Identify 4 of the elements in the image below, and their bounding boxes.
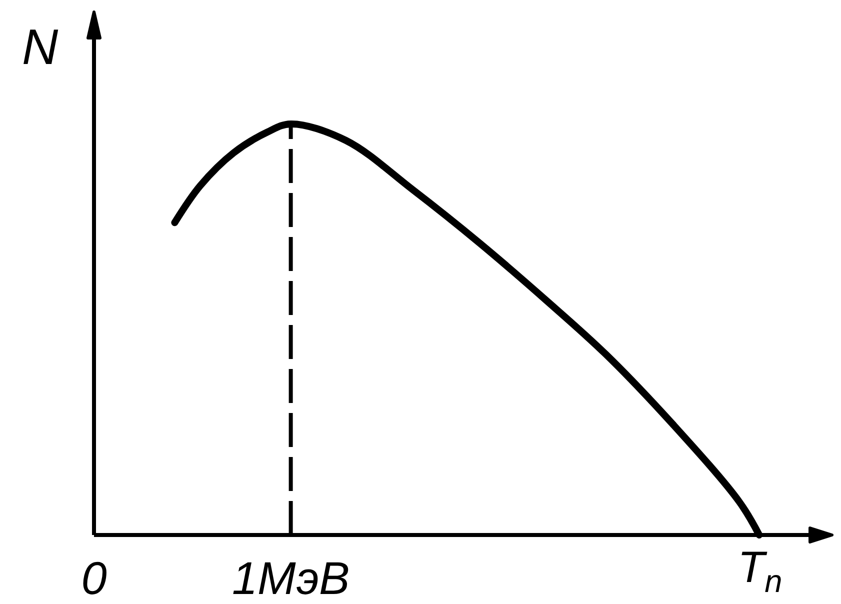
x-tick-label: 0	[81, 552, 108, 604]
x-axis-title: T$_{n}$	[738, 543, 782, 599]
y-axis-title: N	[22, 19, 59, 75]
x-tick-label: 1МэВ	[232, 552, 350, 604]
